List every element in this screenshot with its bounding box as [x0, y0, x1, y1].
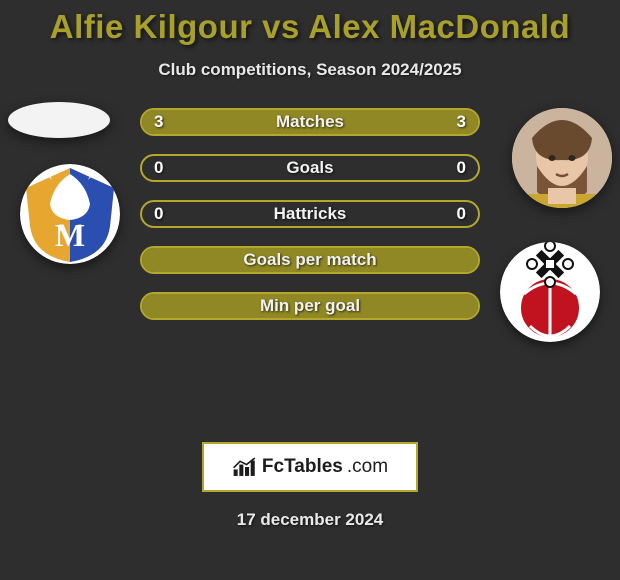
bar-label: Goals [142, 156, 478, 180]
club-badge-left-icon: M F C [20, 164, 120, 264]
bar-value-right: 0 [457, 202, 466, 226]
stat-bar: Min per goal [140, 292, 480, 320]
date: 17 december 2024 [0, 510, 620, 530]
title-player-a: Alfie Kilgour [50, 8, 253, 45]
player-a-avatar [8, 102, 110, 138]
brand-domain: .com [347, 456, 388, 478]
bar-label: Min per goal [142, 294, 478, 318]
face-placeholder-icon [512, 108, 612, 208]
stat-bars: Matches33Goals00Hattricks00Goals per mat… [140, 108, 480, 338]
bar-value-left: 3 [154, 110, 163, 134]
bar-value-right: 3 [457, 110, 466, 134]
bar-label: Matches [142, 110, 478, 134]
stat-bar: Matches3 3 [140, 108, 480, 136]
bar-label: Hattricks [142, 202, 478, 226]
svg-text:F: F [59, 223, 64, 233]
bar-value-right: 0 [457, 156, 466, 180]
title-player-b: Alex MacDonald [308, 8, 570, 45]
bar-value-left: 0 [154, 156, 163, 180]
svg-text:C: C [76, 223, 82, 233]
bar-chart-icon [232, 456, 258, 478]
bar-value-left: 0 [154, 202, 163, 226]
player-b-avatar [512, 108, 612, 208]
brand-name: FcTables [262, 456, 343, 478]
player-b-club-badge [500, 242, 600, 342]
comparison-stage: M F C Matches33Goal [0, 102, 620, 442]
subtitle: Club competitions, Season 2024/2025 [0, 60, 620, 80]
bar-label: Goals per match [142, 248, 478, 272]
stat-bar: Goals per match [140, 246, 480, 274]
stat-bar: Hattricks0 0 [140, 200, 480, 228]
page-title: Alfie Kilgour vs Alex MacDonald [0, 0, 620, 46]
player-a-club-badge: M F C [20, 164, 120, 264]
brand-box[interactable]: FcTables.com [202, 442, 418, 492]
club-badge-right-icon [500, 242, 600, 342]
stat-bar: Goals0 0 [140, 154, 480, 182]
title-vs: vs [262, 8, 300, 45]
